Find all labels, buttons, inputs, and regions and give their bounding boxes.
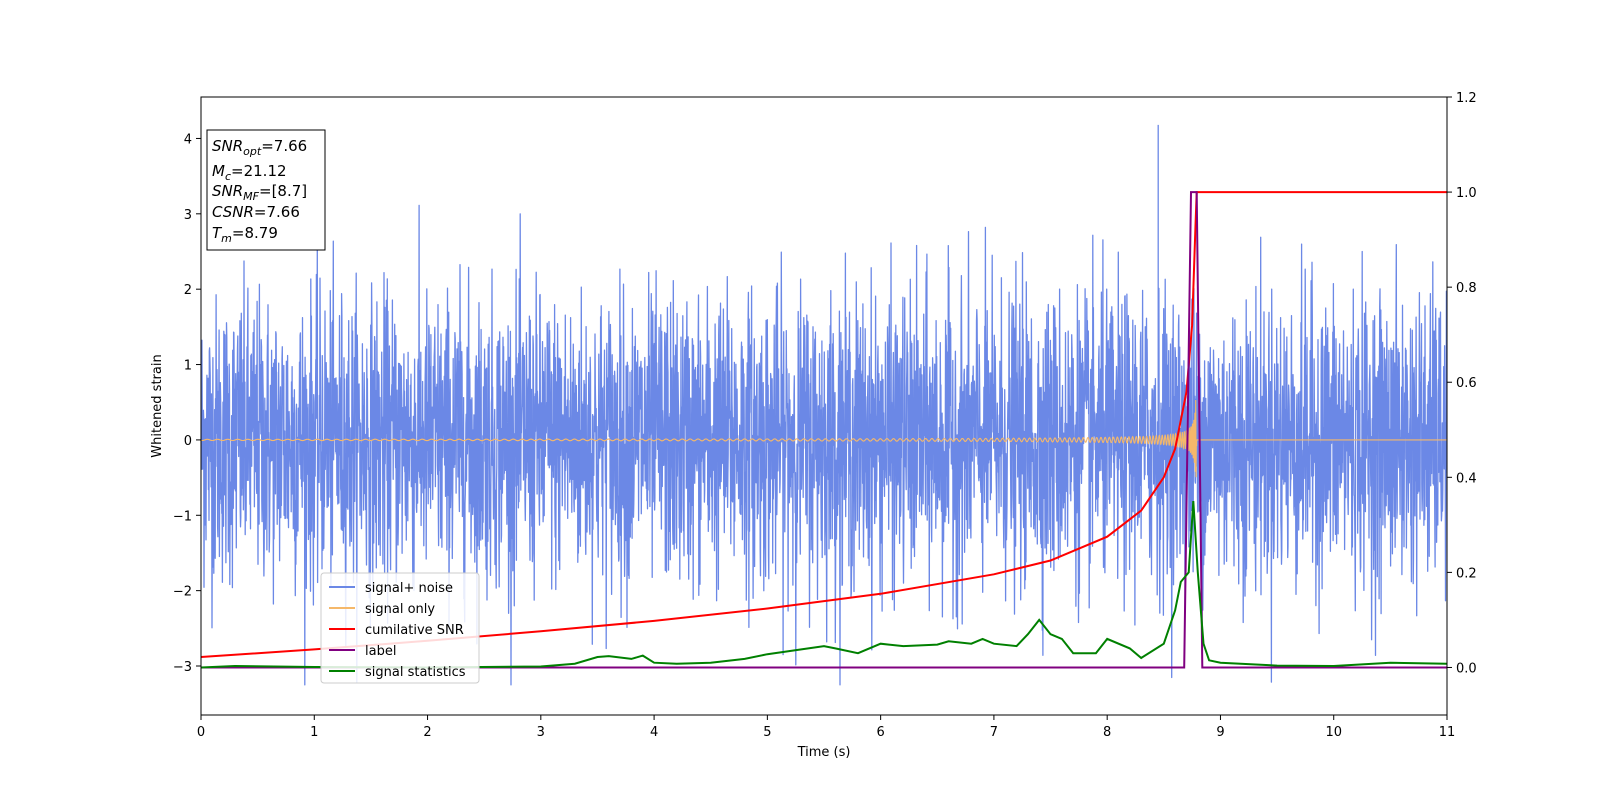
info-line: SNRMF=[8.7] — [212, 182, 307, 203]
info-line: Tm=8.79 — [212, 224, 278, 245]
legend-frame — [320, 572, 480, 684]
series-label — [201, 191, 1447, 669]
x-tick-label: 7 — [990, 725, 998, 740]
y-right-tick-label: 1.2 — [1456, 91, 1477, 106]
y-left-tick-label: −1 — [173, 509, 192, 524]
legend-label: signal+ noise — [365, 581, 453, 596]
y-axis-right: 1.2 1.0 0.8 0.6 0.4 0.2 0.0 — [1447, 91, 1477, 676]
x-axis: 0 1 2 3 4 5 6 7 8 9 10 11 — [197, 715, 1455, 740]
legend-label: signal statistics — [365, 665, 466, 680]
legend: signal+ noise signal only cumilative SNR la… — [320, 572, 480, 684]
x-tick-label: 2 — [423, 725, 431, 740]
y-right-tick-label: 0.6 — [1456, 376, 1477, 391]
plot-area — [201, 124, 1447, 686]
legend-label: cumilative SNR — [365, 623, 464, 638]
x-tick-label: 3 — [537, 725, 545, 740]
info-line: SNRopt=7.66 — [212, 137, 307, 158]
x-tick-label: 6 — [876, 725, 884, 740]
x-tick-label: 4 — [650, 725, 658, 740]
y-axis-label: Whitened strain — [150, 354, 165, 457]
info-line: CSNR=7.66 — [212, 203, 300, 221]
series-signal-noise — [201, 124, 1447, 686]
plot-frame — [200, 96, 1448, 716]
series-cumulative-snr — [201, 191, 1447, 658]
x-axis-label: Time (s) — [797, 745, 851, 760]
legend-label: label — [365, 644, 396, 659]
x-tick-label: 1 — [310, 725, 318, 740]
y-right-tick-label: 1.0 — [1456, 186, 1477, 201]
y-right-tick-label: 0.0 — [1456, 661, 1477, 676]
x-tick-label: 11 — [1439, 725, 1456, 740]
y-left-tick-label: 1 — [184, 359, 192, 374]
series-signal-statistics — [201, 501, 1447, 669]
y-left-tick-label: −2 — [173, 585, 192, 600]
series-signal-only — [201, 399, 1447, 478]
y-left-tick-label: −3 — [173, 660, 192, 675]
x-tick-label: 0 — [197, 725, 205, 740]
y-right-tick-label: 0.4 — [1456, 471, 1477, 486]
info-box-frame — [206, 129, 326, 251]
y-left-tick-label: 2 — [184, 283, 192, 298]
y-axis-left: 4 3 2 1 0 −1 −2 −3 — [173, 132, 201, 675]
y-left-tick-label: 4 — [184, 132, 192, 147]
legend-label: signal only — [365, 602, 435, 617]
y-left-tick-label: 0 — [184, 434, 192, 449]
y-left-tick-label: 3 — [184, 208, 192, 223]
info-line: Mc=21.12 — [212, 162, 287, 183]
x-tick-label: 10 — [1325, 725, 1342, 740]
y-right-tick-label: 0.8 — [1456, 281, 1477, 296]
x-tick-label: 5 — [763, 725, 771, 740]
y-right-tick-label: 0.2 — [1456, 566, 1477, 581]
x-tick-label: 9 — [1216, 725, 1224, 740]
x-tick-label: 8 — [1103, 725, 1111, 740]
